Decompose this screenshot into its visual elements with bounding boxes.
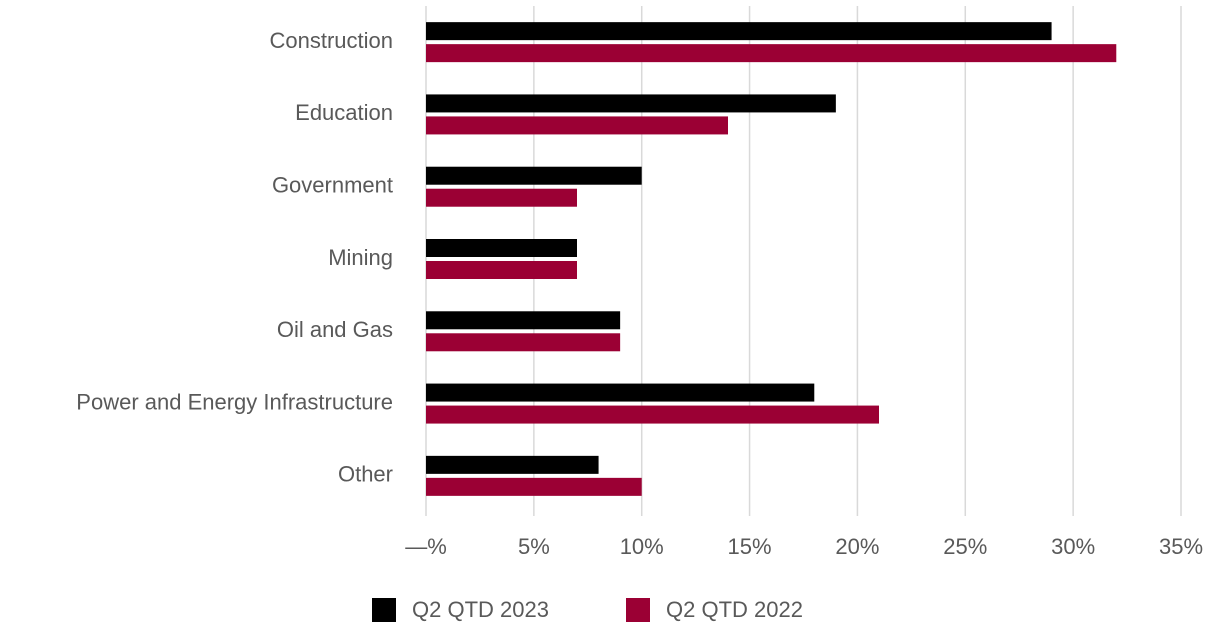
x-tick-label: 30% (1051, 534, 1095, 559)
bar (426, 22, 1052, 41)
y-tick-label: Education (295, 100, 393, 125)
y-tick-label: Other (338, 462, 393, 487)
y-tick-label: Construction (269, 28, 393, 53)
legend-swatch (372, 598, 396, 622)
bar (426, 44, 1117, 63)
y-tick-label: Oil and Gas (277, 317, 393, 342)
x-tick-label: 10% (620, 534, 664, 559)
bar (426, 239, 577, 257)
bar (426, 333, 621, 352)
y-tick-label: Mining (328, 245, 393, 270)
y-tick-label: Government (272, 173, 393, 198)
bar (426, 94, 836, 113)
legend-swatch (626, 598, 650, 622)
bar (426, 383, 815, 402)
x-tick-label: —% (405, 534, 447, 559)
bar (426, 188, 577, 207)
x-tick-label: 5% (518, 534, 550, 559)
x-tick-label: 15% (728, 534, 772, 559)
bar (426, 455, 599, 474)
x-tick-label: 20% (835, 534, 879, 559)
x-tick-label: 35% (1159, 534, 1203, 559)
bar (426, 116, 728, 135)
bar (426, 477, 642, 496)
legend-label: Q2 QTD 2023 (412, 597, 549, 622)
bar (426, 311, 621, 330)
bar (426, 405, 879, 424)
y-tick-label: Power and Energy Infrastructure (76, 389, 393, 414)
bar (426, 261, 577, 279)
bar (426, 166, 642, 185)
x-tick-label: 25% (943, 534, 987, 559)
legend-label: Q2 QTD 2022 (666, 597, 803, 622)
